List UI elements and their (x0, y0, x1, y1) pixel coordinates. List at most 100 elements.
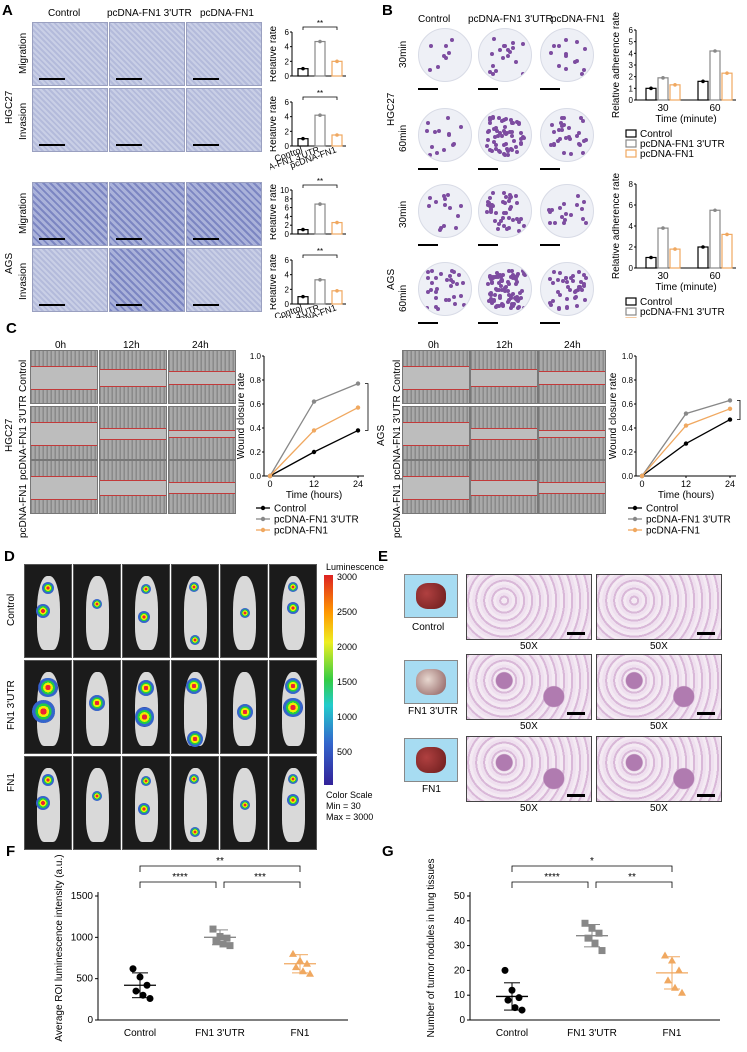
y-axis-label: Relative adherence rate (612, 11, 622, 118)
x-tick-label: FN1 3'UTR (195, 1028, 245, 1039)
data-point (598, 947, 606, 955)
y-tick-label: 0 (87, 1015, 93, 1026)
sig-stars: ** (317, 89, 323, 98)
y-axis-label: Relative rate (270, 183, 279, 240)
x-tick-label: 12 (681, 479, 691, 489)
data-point (355, 428, 361, 433)
data-point (355, 405, 361, 410)
adhesion-dish (418, 184, 472, 238)
y-tick-label: 4 (285, 212, 290, 221)
legend-label: pcDNA-FN1 (640, 317, 694, 318)
legend-label: pcDNA-FN1 (640, 149, 694, 160)
magnification-label: 50X (650, 803, 668, 814)
bar (314, 40, 326, 77)
data-point (501, 966, 509, 974)
wound-image (538, 350, 606, 404)
y-tick-label: 0.8 (250, 376, 262, 385)
wound-chart-ags: 0.0 0.2 0.4 0.6 0.8 1.0 0 12 24 Wound closure rat… (608, 352, 741, 537)
row-label-fn1: pcDNA-FN1 (392, 484, 403, 538)
mouse-image (24, 564, 72, 658)
colorbar (324, 575, 333, 785)
time-label-24h: 24h (564, 340, 581, 351)
bar (697, 246, 709, 269)
data-point (267, 473, 273, 479)
bar (669, 248, 681, 269)
bar (697, 80, 709, 101)
x-tick-label: 0 (639, 479, 644, 489)
x-axis-label: Time (hours) (658, 490, 714, 501)
legend-label: Control (646, 504, 678, 515)
y-tick-label: 2 (629, 243, 634, 252)
magnification-label: 50X (520, 721, 538, 732)
scale-bar (418, 322, 438, 324)
y-axis-label: Average ROI luminescence intensity (a.u.… (54, 854, 65, 1041)
data-point (504, 996, 512, 1004)
mouse-image (220, 660, 268, 754)
y-tick-label: 1.0 (250, 352, 262, 361)
lung-label-utr: FN1 3'UTR (408, 706, 458, 717)
mouse-image (24, 756, 72, 850)
he-section (596, 654, 722, 720)
series-line (641, 419, 731, 477)
data-point (146, 995, 154, 1003)
he-section (466, 736, 592, 802)
bar-chart-hgc27-migration: 0 2 4 6 Relative rate ** (270, 19, 346, 82)
wound-image (168, 350, 236, 404)
legend-marker (260, 516, 266, 522)
colorbar-tick: 1000 (337, 712, 358, 722)
data-point (289, 949, 297, 957)
y-tick-label: 0.6 (250, 400, 262, 409)
bar (657, 77, 669, 101)
sig-stars: ** (216, 856, 224, 867)
data-point (675, 966, 683, 974)
data-point (318, 202, 322, 206)
y-tick-label: 4 (285, 113, 290, 122)
colorbar-title: Luminescence (326, 562, 385, 572)
y-tick-label: 3 (629, 61, 634, 70)
data-point (727, 406, 733, 411)
x-tick-label: 60 (709, 271, 721, 282)
lung-photo (404, 738, 458, 782)
data-point (226, 942, 234, 950)
adhesion-dish (478, 108, 532, 162)
data-point (511, 1004, 519, 1012)
mouse-image (122, 564, 170, 658)
colorbar-tick: 3000 (337, 572, 358, 582)
row-label-control: Control (6, 593, 17, 626)
y-tick-label: 1000 (71, 932, 94, 943)
legend-label: pcDNA-FN1 (646, 526, 700, 537)
data-point (335, 289, 339, 293)
mouse-image (269, 564, 317, 658)
y-tick-label: 0 (285, 142, 290, 151)
x-tick-label: 30 (657, 103, 669, 114)
y-tick-label: 6 (629, 201, 634, 210)
legend-marker (260, 527, 266, 533)
scale-bar (418, 244, 438, 246)
micrograph (109, 88, 185, 152)
data-point (311, 399, 317, 404)
sig-stars: ** (317, 247, 323, 256)
data-point (318, 278, 322, 282)
data-point (725, 71, 729, 75)
x-axis-label: Time (hours) (286, 490, 342, 501)
y-tick-label: 6 (629, 26, 634, 35)
data-point (318, 39, 322, 44)
sig-bracket (139, 865, 301, 872)
mouse-image (220, 564, 268, 658)
legend-swatch (625, 139, 637, 148)
adhesion-dish (478, 184, 532, 238)
wound-image (470, 350, 538, 404)
sig-bracket (511, 881, 589, 888)
y-tick-label: 0 (285, 230, 290, 239)
scale-bar (540, 88, 560, 90)
row-label-30min: 30min (398, 40, 409, 68)
cell-label-hgc27: HGC27 (4, 418, 15, 452)
colorbar-tick: 2500 (337, 607, 358, 617)
y-axis-label: Relative rate (270, 95, 279, 152)
bar (657, 227, 669, 269)
magnification-label: 50X (650, 721, 668, 732)
sig-bracket (302, 26, 338, 30)
legend-marker (632, 505, 638, 511)
